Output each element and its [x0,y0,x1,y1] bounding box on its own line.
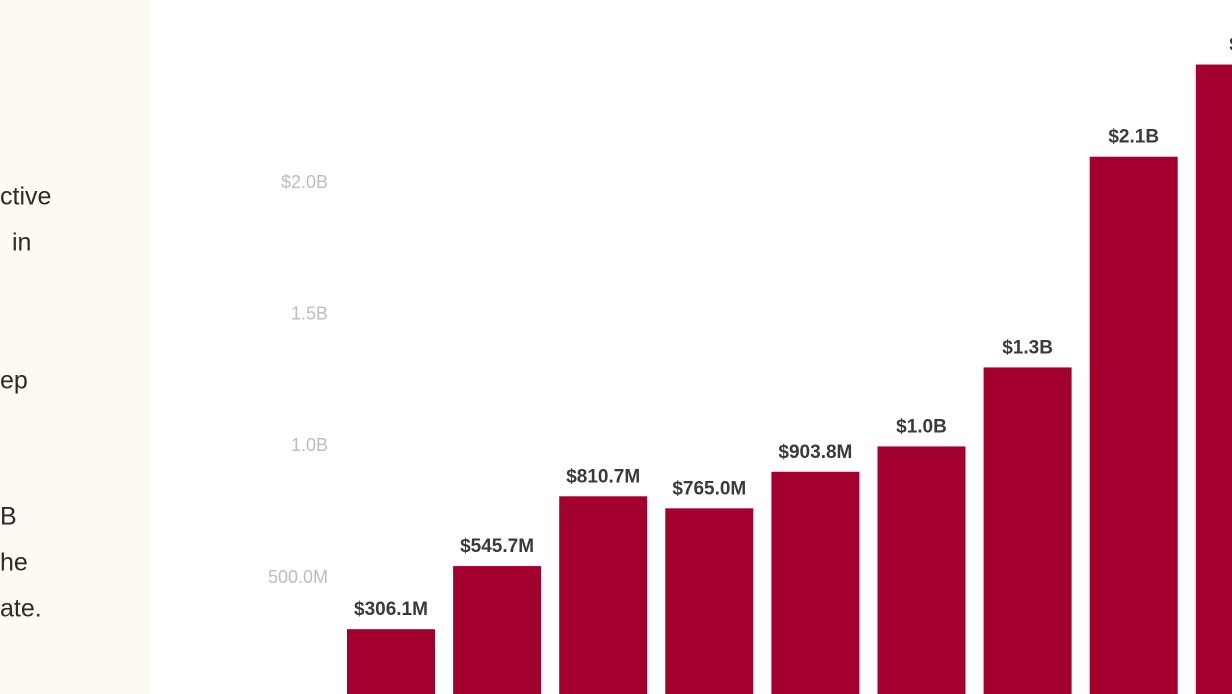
bar [983,367,1072,694]
value-label: $903.8M [778,442,852,463]
bar [1089,156,1178,694]
value-label: $810.7M [566,466,640,487]
sidebar-panel [0,0,150,694]
bar [347,629,435,694]
y-tick-label: 1.5B [291,303,328,323]
value-label: $1.3B [1002,337,1053,358]
value-label: $765.0M [672,478,746,499]
bar [559,496,648,694]
bar [877,446,966,694]
sidebar-text: he [0,549,28,577]
y-tick-label: 500.0M [268,567,328,587]
bar [771,471,860,694]
value-label: $2.1B [1108,127,1159,148]
y-tick-label: 1.0B [291,435,328,455]
value-label: $306.1M [354,599,428,620]
value-label: $545.7M [460,536,534,557]
y-tick-label: $2.0B [281,172,328,192]
bar [453,566,542,694]
sidebar-text: ate. [0,595,42,623]
value-label: $2 [1229,35,1232,56]
value-label: $1.0B [896,416,947,437]
bar [665,508,754,694]
sidebar-text: B [0,503,17,531]
sidebar-text: ep [0,367,28,395]
sidebar-text: in [12,229,31,257]
bar [1195,64,1232,694]
sidebar-text: ctive [0,183,51,211]
